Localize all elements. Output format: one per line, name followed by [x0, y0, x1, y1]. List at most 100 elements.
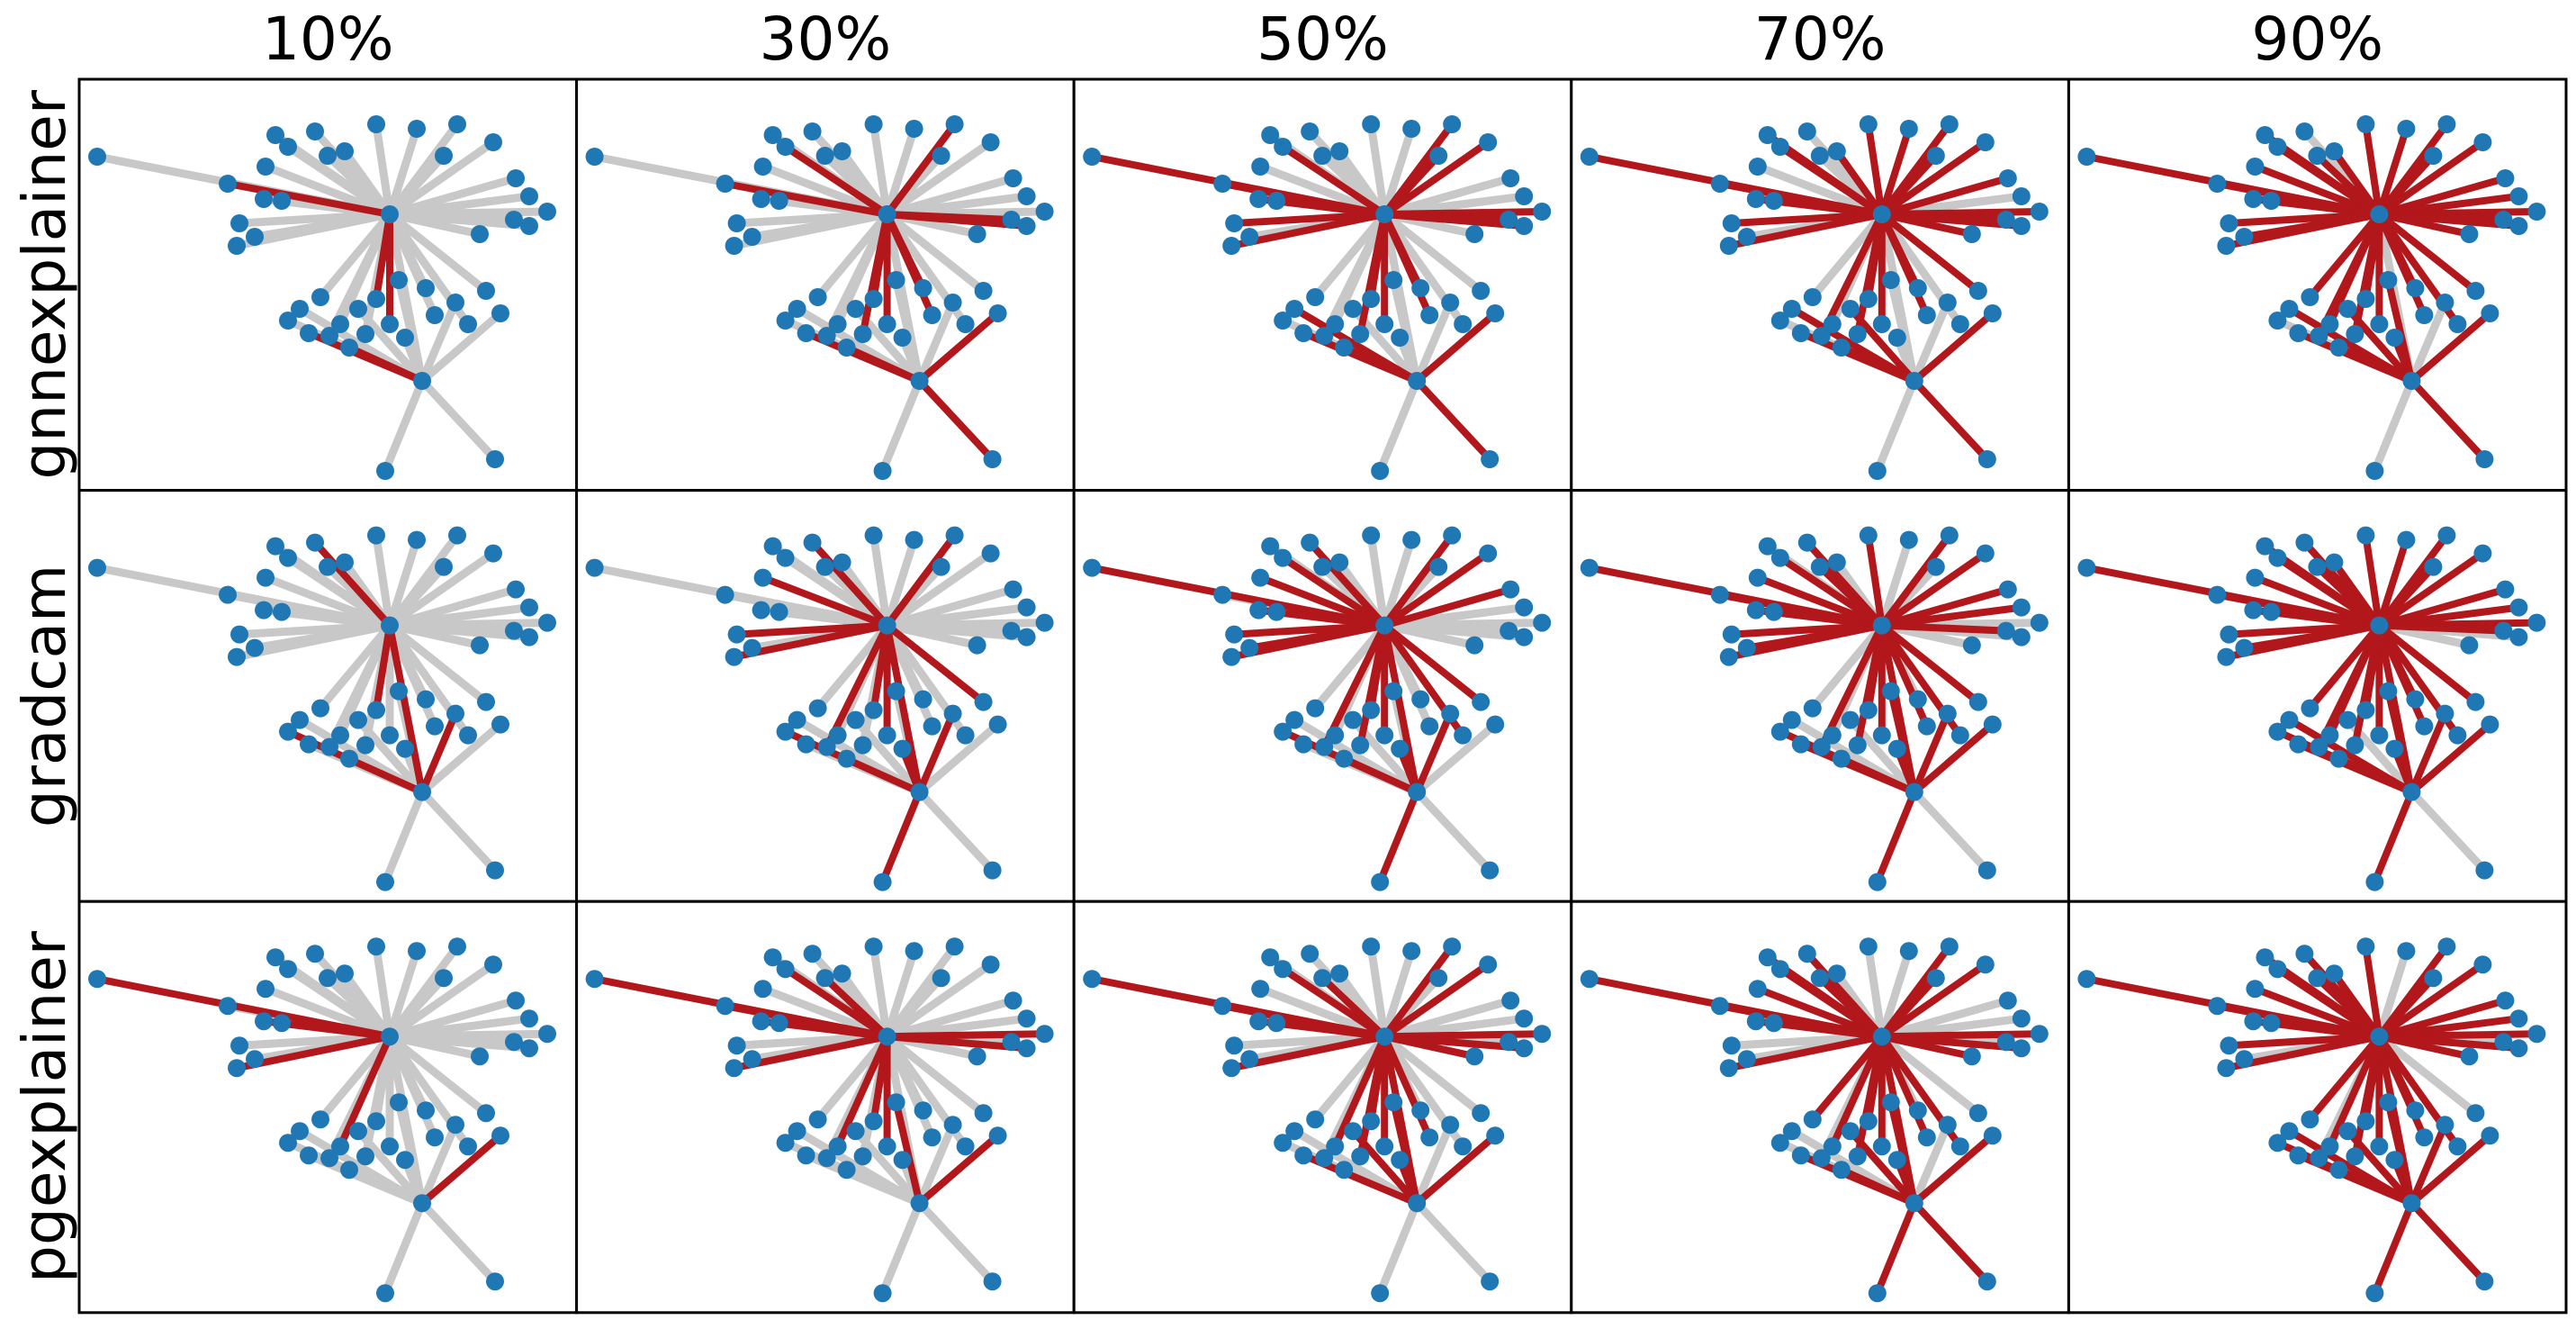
- node: [981, 544, 1000, 563]
- edge: [1366, 942, 1389, 1041]
- node: [2365, 872, 2384, 891]
- nodes: [585, 526, 1054, 891]
- node: [1908, 279, 1927, 297]
- node: [2385, 329, 2404, 347]
- panel-pgexplainer-5: [2067, 900, 2568, 1315]
- edge-highlighted: [1853, 1033, 1886, 1161]
- node: [1335, 749, 1354, 768]
- node: [1500, 1033, 1518, 1052]
- node: [2365, 462, 2384, 480]
- edge-highlighted: [883, 211, 1031, 230]
- node: [770, 602, 788, 621]
- node: [1962, 225, 1981, 243]
- node: [2379, 682, 2398, 701]
- node: [1249, 190, 1268, 208]
- edge-highlighted: [2330, 148, 2383, 218]
- hub-node: [910, 782, 929, 801]
- node: [356, 325, 374, 343]
- node: [255, 1012, 273, 1031]
- node: [311, 288, 329, 306]
- node: [448, 115, 466, 133]
- node: [520, 187, 538, 205]
- node: [833, 142, 851, 160]
- node: [2235, 638, 2254, 657]
- node: [2329, 749, 2348, 768]
- node: [1797, 122, 1816, 140]
- node: [853, 1147, 872, 1166]
- node: [1719, 1059, 1738, 1078]
- node: [1251, 980, 1270, 999]
- node: [471, 1047, 489, 1066]
- node: [1968, 282, 1987, 300]
- node: [376, 1284, 394, 1303]
- node: [319, 969, 337, 988]
- node: [1976, 133, 1995, 151]
- node: [2448, 1137, 2467, 1156]
- node: [1917, 306, 1936, 324]
- node: [291, 1122, 309, 1141]
- edge-highlighted: [1878, 961, 1989, 1041]
- edge-highlighted: [2375, 211, 2480, 294]
- node: [1758, 126, 1777, 144]
- node: [1017, 1009, 1036, 1028]
- node: [1335, 1161, 1354, 1180]
- node: [1791, 324, 1810, 342]
- node: [2262, 602, 2281, 621]
- node: [2481, 304, 2499, 322]
- node: [2320, 1137, 2339, 1156]
- node: [446, 704, 464, 723]
- node: [1823, 1137, 1842, 1156]
- node: [788, 710, 806, 729]
- edge: [1380, 946, 1416, 1041]
- edge-highlighted: [1878, 621, 2010, 635]
- panel-gnnexplainer-3: [1072, 77, 1573, 493]
- edge-highlighted: [1878, 139, 1989, 218]
- node: [1848, 1147, 1867, 1166]
- node: [435, 147, 453, 165]
- edge-highlighted: [1381, 961, 1492, 1041]
- node: [943, 294, 962, 312]
- edge: [1412, 298, 1455, 385]
- node: [1810, 147, 1829, 165]
- node: [1249, 601, 1268, 619]
- node: [1486, 304, 1505, 322]
- edge-highlighted: [2375, 531, 2451, 629]
- node: [1501, 991, 1520, 1010]
- node: [2012, 187, 2031, 205]
- node: [356, 1147, 374, 1166]
- node: [484, 955, 502, 974]
- node: [2509, 1039, 2528, 1058]
- edge-highlighted: [311, 538, 393, 629]
- node: [817, 327, 836, 345]
- node: [2475, 861, 2494, 880]
- node: [1002, 211, 1021, 229]
- edge-highlighted: [1770, 197, 1886, 218]
- node: [837, 1161, 856, 1180]
- node: [396, 739, 414, 758]
- node: [505, 211, 523, 229]
- node: [279, 138, 297, 156]
- edge: [883, 946, 919, 1041]
- row-title: gnnexplainer: [10, 89, 79, 480]
- edge-highlighted: [1381, 1033, 1434, 1142]
- edge: [1878, 1032, 1983, 1117]
- node: [1823, 726, 1842, 745]
- node: [1968, 692, 1987, 711]
- edge-highlighted: [2351, 621, 2383, 749]
- node: [2356, 526, 2375, 545]
- node: [1465, 636, 1484, 655]
- edge-highlighted: [2351, 1033, 2383, 1161]
- edge: [1412, 788, 1494, 875]
- edge: [878, 376, 924, 475]
- edge-highlighted: [1356, 621, 1389, 749]
- node: [2448, 315, 2467, 333]
- edge-highlighted: [2375, 943, 2451, 1041]
- panel-pgexplainer-1: [77, 900, 579, 1315]
- node: [2415, 717, 2434, 736]
- node: [1326, 315, 1345, 333]
- edge-highlighted: [1837, 1166, 1918, 1207]
- node: [1812, 327, 1831, 345]
- node: [974, 692, 993, 711]
- hub-node: [1905, 782, 1923, 801]
- nodes: [88, 526, 556, 891]
